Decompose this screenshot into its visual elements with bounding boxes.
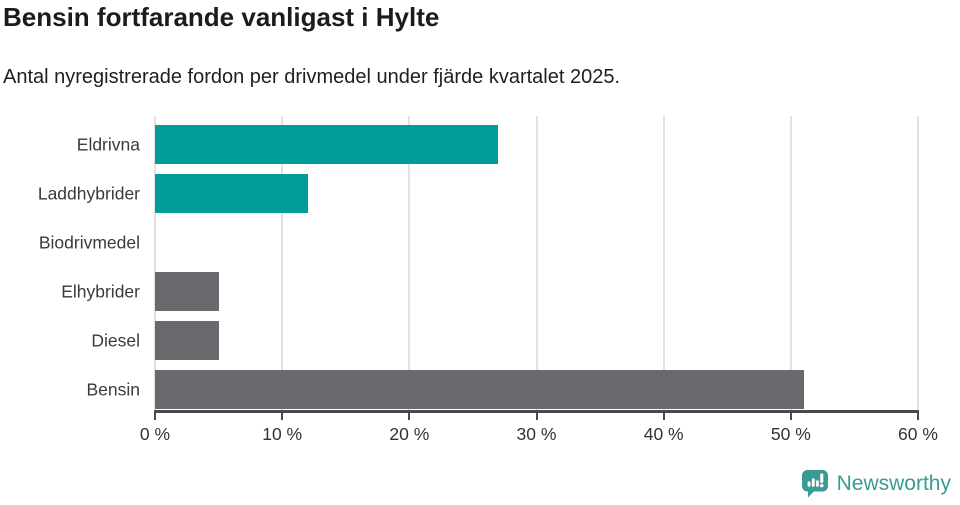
gridline [154,116,156,410]
bar-row: Eldrivna [77,125,918,164]
x-axis: 0 % 10 % 20 % 30 % 40 % 50 % 60 % [140,413,938,447]
x-axis-tick [789,413,792,420]
x-axis-tick [154,413,156,420]
x-axis-tick-label: 40 % [643,424,684,444]
newsworthy-logo[interactable]: Newsworthy [801,469,951,499]
bar-label: Elhybrider [61,281,140,301]
gridline [408,116,411,410]
x-axis-tick-label: 30 % [516,424,557,444]
x-axis-tick-label: 0 % [139,424,171,444]
bar-label: Laddhybrider [37,183,140,203]
bar-elhybrider [155,272,219,311]
x-axis-tick [535,413,538,420]
bar-row: Bensin [86,370,918,409]
bar-row: Diesel [91,321,918,360]
x-axis-line [154,410,919,413]
bar-row: Biodrivmedel [39,223,918,262]
gridline [535,116,538,410]
newsworthy-wordmark: Newsworthy [836,472,951,495]
plot-area: Eldrivna Laddhybrider Biodrivmedel Elhyb… [38,116,919,410]
newsworthy-speech-bubble-bar-chart-icon [801,469,829,499]
gridline [662,116,665,410]
bar-eldrivna [155,125,499,164]
x-axis-tick [281,413,284,420]
bar-label: Biodrivmedel [38,232,140,252]
chart-title: Bensin fortfarande vanligast i Hylte [3,2,440,32]
x-axis-tick-label: 60 % [898,424,938,444]
x-axis-tick [917,413,919,420]
x-axis-tick-label: 10 % [262,424,303,444]
bar-rows: Eldrivna Laddhybrider Biodrivmedel Elhyb… [38,116,918,410]
gridlines [154,116,919,410]
gridline [917,116,919,410]
x-axis-tick-label: 50 % [770,424,811,444]
x-axis-tick [662,413,665,420]
bar-row: Laddhybrider [38,174,918,213]
bar-label: Diesel [91,330,140,350]
bar-bensin [155,370,804,409]
x-axis-tick [408,413,411,420]
bar-laddhybrider [155,174,308,213]
bar-diesel [155,321,219,360]
x-axis-tick-label: 20 % [389,424,430,444]
bar-row: Elhybrider [61,272,918,311]
gridline [281,116,284,410]
gridline [789,116,792,410]
bar-label: Eldrivna [76,134,140,154]
bar-label: Bensin [86,379,140,399]
chart-subtitle: Antal nyregistrerade fordon per drivmede… [3,66,621,88]
